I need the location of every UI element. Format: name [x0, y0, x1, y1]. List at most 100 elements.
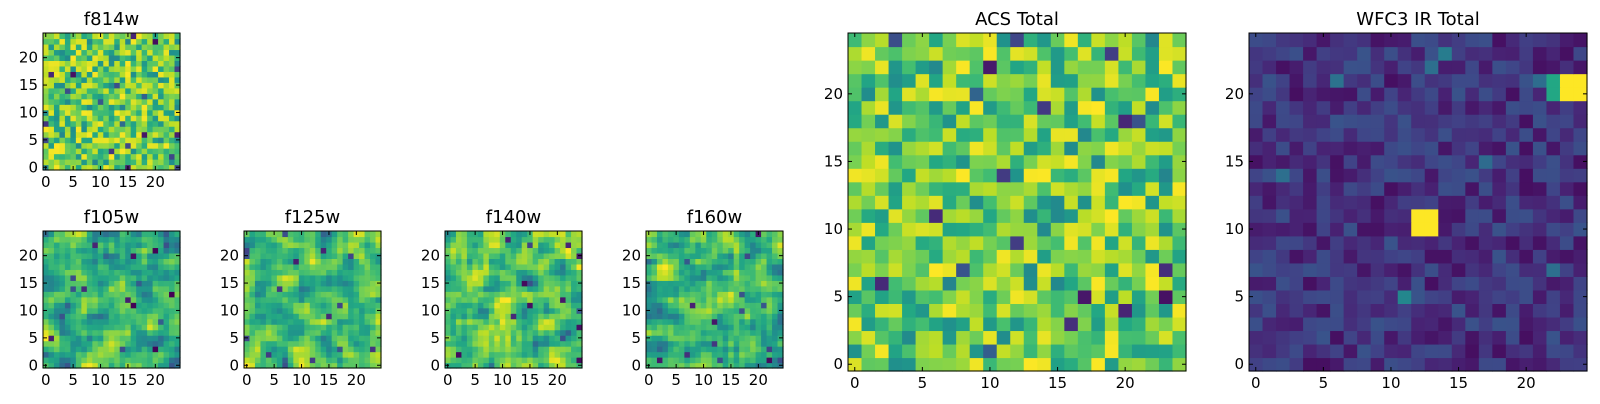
- heatmap-cell: [1104, 262, 1119, 277]
- heatmap-cell: [494, 324, 501, 331]
- heatmap-cell: [744, 291, 751, 298]
- heatmap-cell: [488, 313, 495, 320]
- heatmap-cell: [1411, 60, 1426, 75]
- heatmap-cell: [956, 181, 971, 196]
- heatmap-cell: [293, 296, 300, 303]
- heatmap-cell: [651, 313, 658, 320]
- heatmap-cell: [271, 307, 278, 314]
- heatmap-cell: [59, 54, 66, 61]
- heatmap-cell: [1519, 235, 1534, 250]
- heatmap-cell: [136, 247, 143, 254]
- heatmap-cell: [521, 252, 528, 259]
- heatmap-cell: [689, 318, 696, 325]
- heatmap-cell: [861, 276, 876, 291]
- heatmap-cell: [75, 318, 82, 325]
- heatmap-cell: [147, 87, 154, 94]
- heatmap-cell: [1438, 154, 1453, 169]
- heatmap-cell: [538, 296, 545, 303]
- heatmap-cell: [276, 335, 283, 342]
- heatmap-cell: [662, 357, 669, 364]
- heatmap-cell: [450, 340, 457, 347]
- heatmap-cell: [92, 126, 99, 133]
- heatmap-cell: [43, 98, 50, 105]
- heatmap-cell: [673, 324, 680, 331]
- heatmap-cell: [304, 346, 311, 353]
- heatmap-cell: [571, 346, 578, 353]
- heatmap-cell: [466, 263, 473, 270]
- heatmap-cell: [888, 289, 903, 304]
- heatmap-cell: [461, 346, 468, 353]
- heatmap-cell: [348, 313, 355, 320]
- heatmap-cell: [1357, 235, 1372, 250]
- heatmap-cell: [766, 346, 773, 353]
- heatmap-cell: [477, 307, 484, 314]
- heatmap-cell: [304, 329, 311, 336]
- heatmap-cell: [684, 231, 691, 238]
- heatmap-cell: [249, 329, 256, 336]
- heatmap-cell: [81, 263, 88, 270]
- heatmap-cell: [695, 296, 702, 303]
- heatmap-cell: [527, 252, 534, 259]
- heatmap-cell: [359, 231, 366, 238]
- heatmap-cell: [461, 247, 468, 254]
- heatmap-cell: [342, 291, 349, 298]
- heatmap-cell: [662, 285, 669, 292]
- heatmap-cell: [298, 346, 305, 353]
- heatmap-cell: [287, 357, 294, 364]
- heatmap-cell: [331, 302, 338, 309]
- heatmap-cell: [538, 324, 545, 331]
- heatmap-cell: [97, 49, 104, 56]
- heatmap-cell: [1091, 168, 1106, 183]
- heatmap-cell: [1424, 276, 1439, 291]
- heatmap-cell: [711, 263, 718, 270]
- heatmap-cell: [163, 142, 170, 149]
- heatmap-cell: [271, 241, 278, 249]
- heatmap-cell: [1546, 222, 1561, 237]
- heatmap-cell: [1438, 73, 1453, 88]
- heatmap-cell: [554, 280, 561, 287]
- heatmap-cell: [733, 329, 740, 336]
- heatmap-cell: [1532, 249, 1548, 264]
- heatmap-cell: [1023, 168, 1038, 183]
- heatmap-cell: [706, 241, 713, 249]
- heatmap-cell: [505, 351, 512, 358]
- heatmap-cell: [141, 291, 148, 298]
- heatmap-cell: [1316, 235, 1331, 250]
- heatmap-cell: [455, 296, 463, 303]
- heatmap-cell: [1010, 33, 1025, 48]
- heatmap-cell: [1064, 262, 1079, 277]
- heatmap-cell: [315, 329, 322, 336]
- heatmap-cell: [1249, 100, 1264, 115]
- heatmap-cell: [1131, 357, 1147, 372]
- heatmap-cell: [1077, 208, 1092, 223]
- heatmap-cell: [125, 120, 132, 127]
- heatmap-cell: [1532, 33, 1548, 48]
- heatmap-cell: [304, 269, 311, 276]
- heatmap-cell: [75, 76, 82, 83]
- heatmap-cell: [728, 357, 735, 364]
- heatmap-cell: [141, 296, 148, 303]
- heatmap-cell: [571, 296, 578, 303]
- heatmap-cell: [75, 148, 82, 155]
- x-tick-label: 10: [980, 374, 999, 392]
- heatmap-cell: [287, 346, 294, 353]
- heatmap-cell: [875, 262, 890, 277]
- heatmap-cell: [282, 263, 289, 270]
- heatmap-cell: [755, 313, 762, 320]
- heatmap-cell: [543, 241, 550, 249]
- heatmap-cell: [527, 280, 534, 287]
- heatmap-cell: [1465, 303, 1480, 318]
- heatmap-cell: [861, 181, 876, 196]
- heatmap-cell: [1519, 154, 1534, 169]
- heatmap-cell: [532, 329, 539, 336]
- heatmap-cell: [53, 104, 61, 111]
- heatmap-cell: [254, 241, 262, 249]
- heatmap-cell: [271, 296, 278, 303]
- heatmap-cell: [287, 280, 294, 287]
- heatmap-cell: [1357, 343, 1372, 359]
- heatmap-cell: [565, 324, 572, 331]
- heatmap-cell: [1573, 33, 1588, 48]
- heatmap-cell: [309, 362, 316, 369]
- heatmap-cell: [1384, 343, 1399, 359]
- heatmap-cell: [728, 307, 735, 314]
